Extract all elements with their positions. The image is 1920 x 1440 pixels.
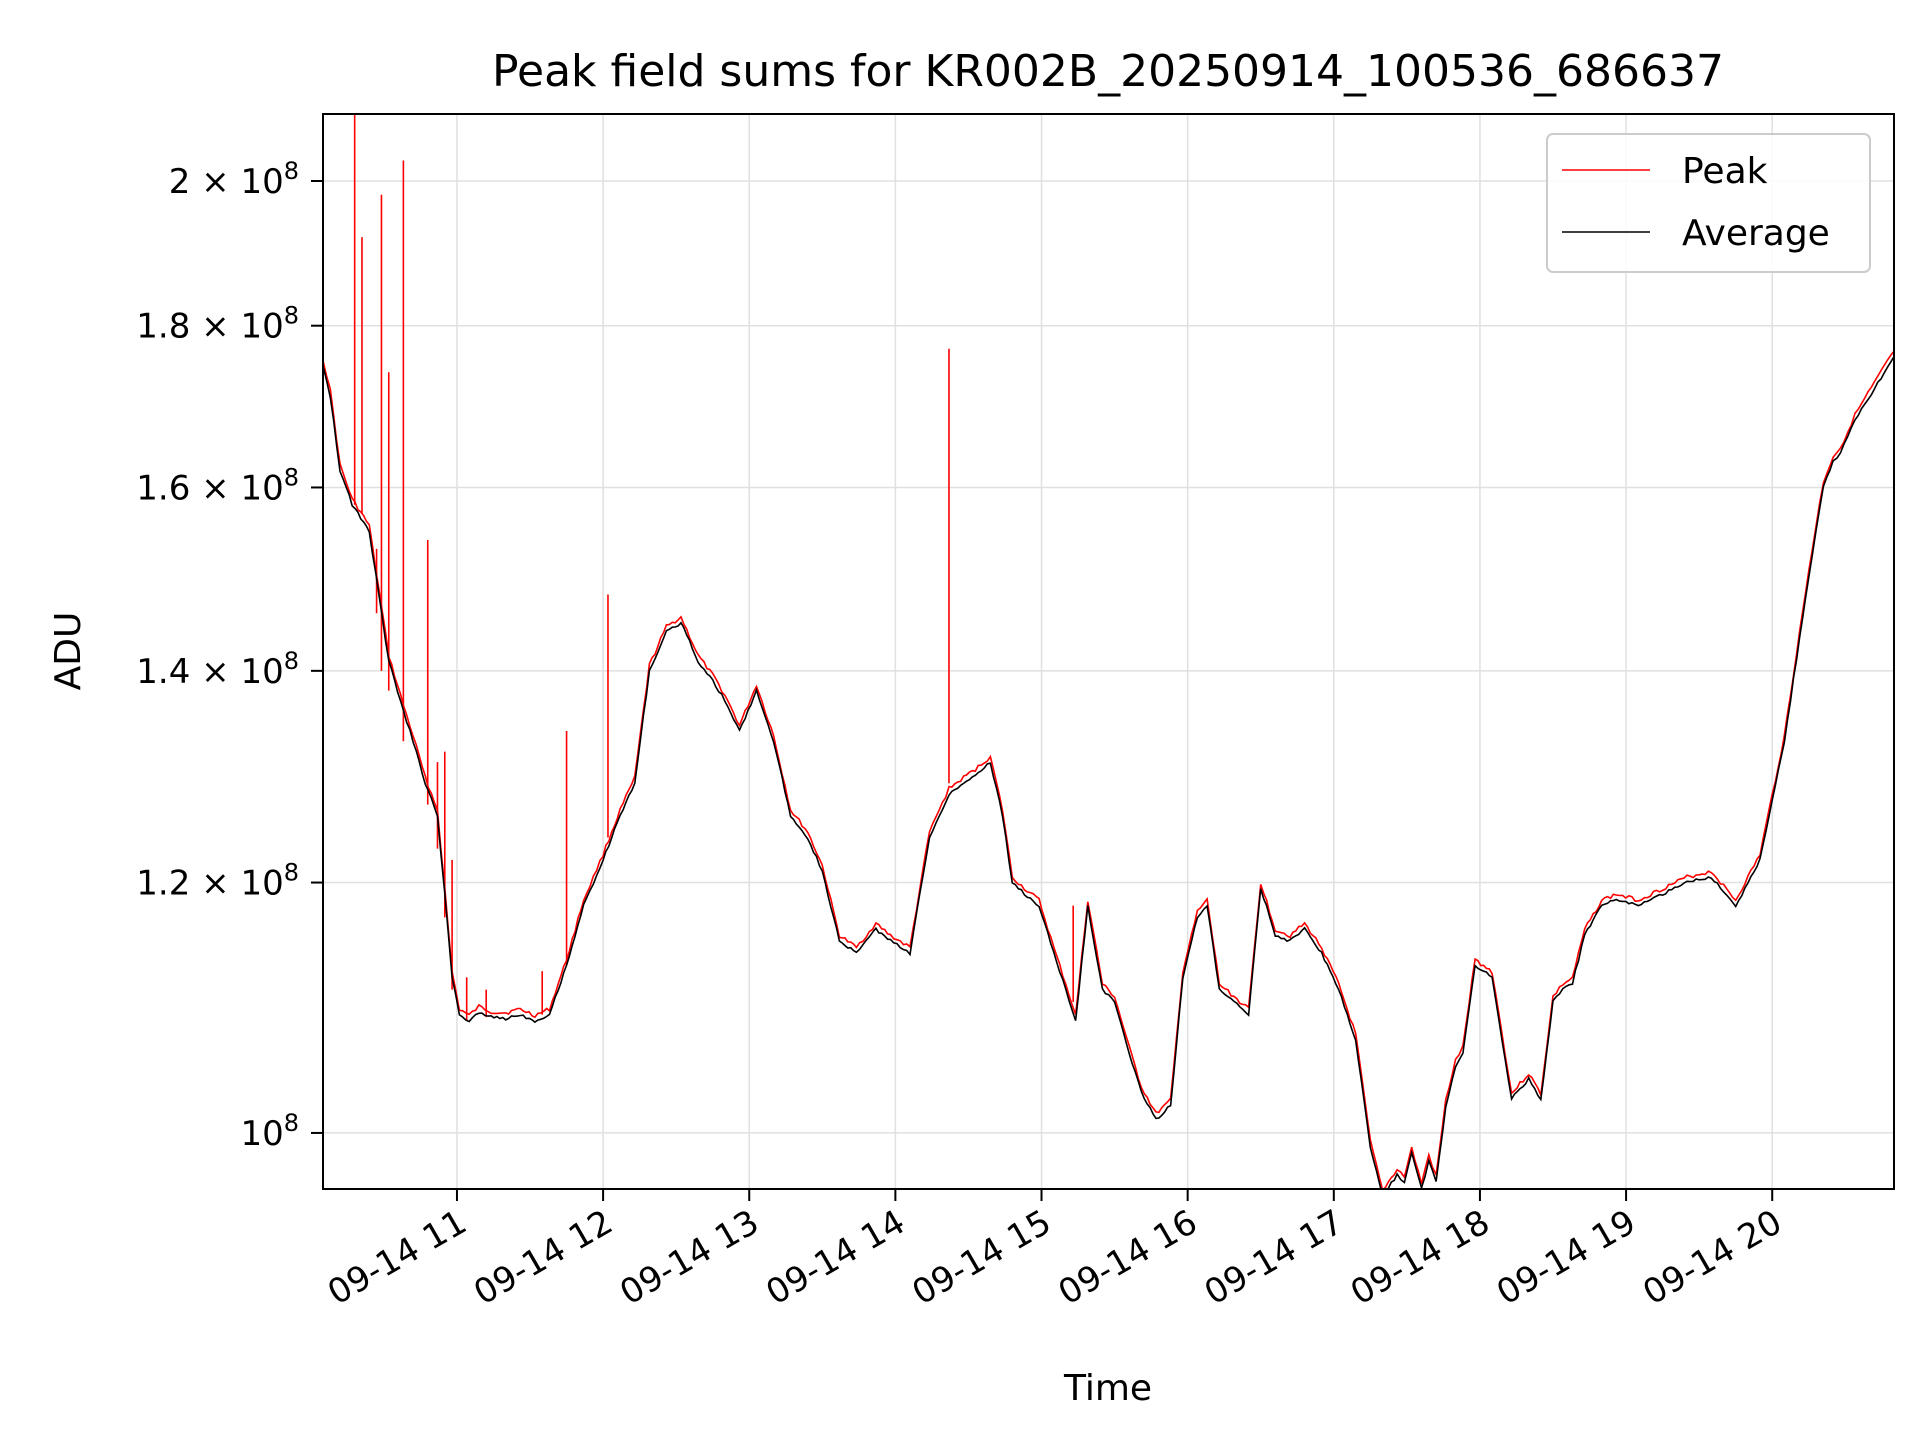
y-tick-label: 1.2 × 108: [136, 859, 299, 904]
y-tick-label: 1.4 × 108: [136, 647, 299, 692]
chart-title: Peak field sums for KR002B_20250914_1005…: [492, 46, 1724, 97]
legend-average-label: Average: [1682, 213, 1830, 254]
x-axis-label: Time: [1063, 1368, 1152, 1409]
y-tick-label: 108: [240, 1109, 299, 1154]
y-tick-label: 1.8 × 108: [136, 302, 299, 347]
peak-series-line: [323, 350, 1894, 1189]
plot-frame: [322, 113, 1895, 1190]
legend-peak-label: Peak: [1682, 151, 1768, 192]
grid: [323, 114, 1894, 1189]
y-axis-label: ADU: [48, 612, 89, 691]
legend-box: [1546, 133, 1871, 273]
series-layer: [323, 114, 1894, 1189]
y-tick-label: 1.6 × 108: [136, 463, 299, 508]
legend: Peak Average: [1546, 133, 1871, 273]
average-series-line: [323, 356, 1894, 1189]
series-clip-group: [323, 114, 1894, 1189]
y-tick-label: 2 × 108: [169, 157, 299, 202]
